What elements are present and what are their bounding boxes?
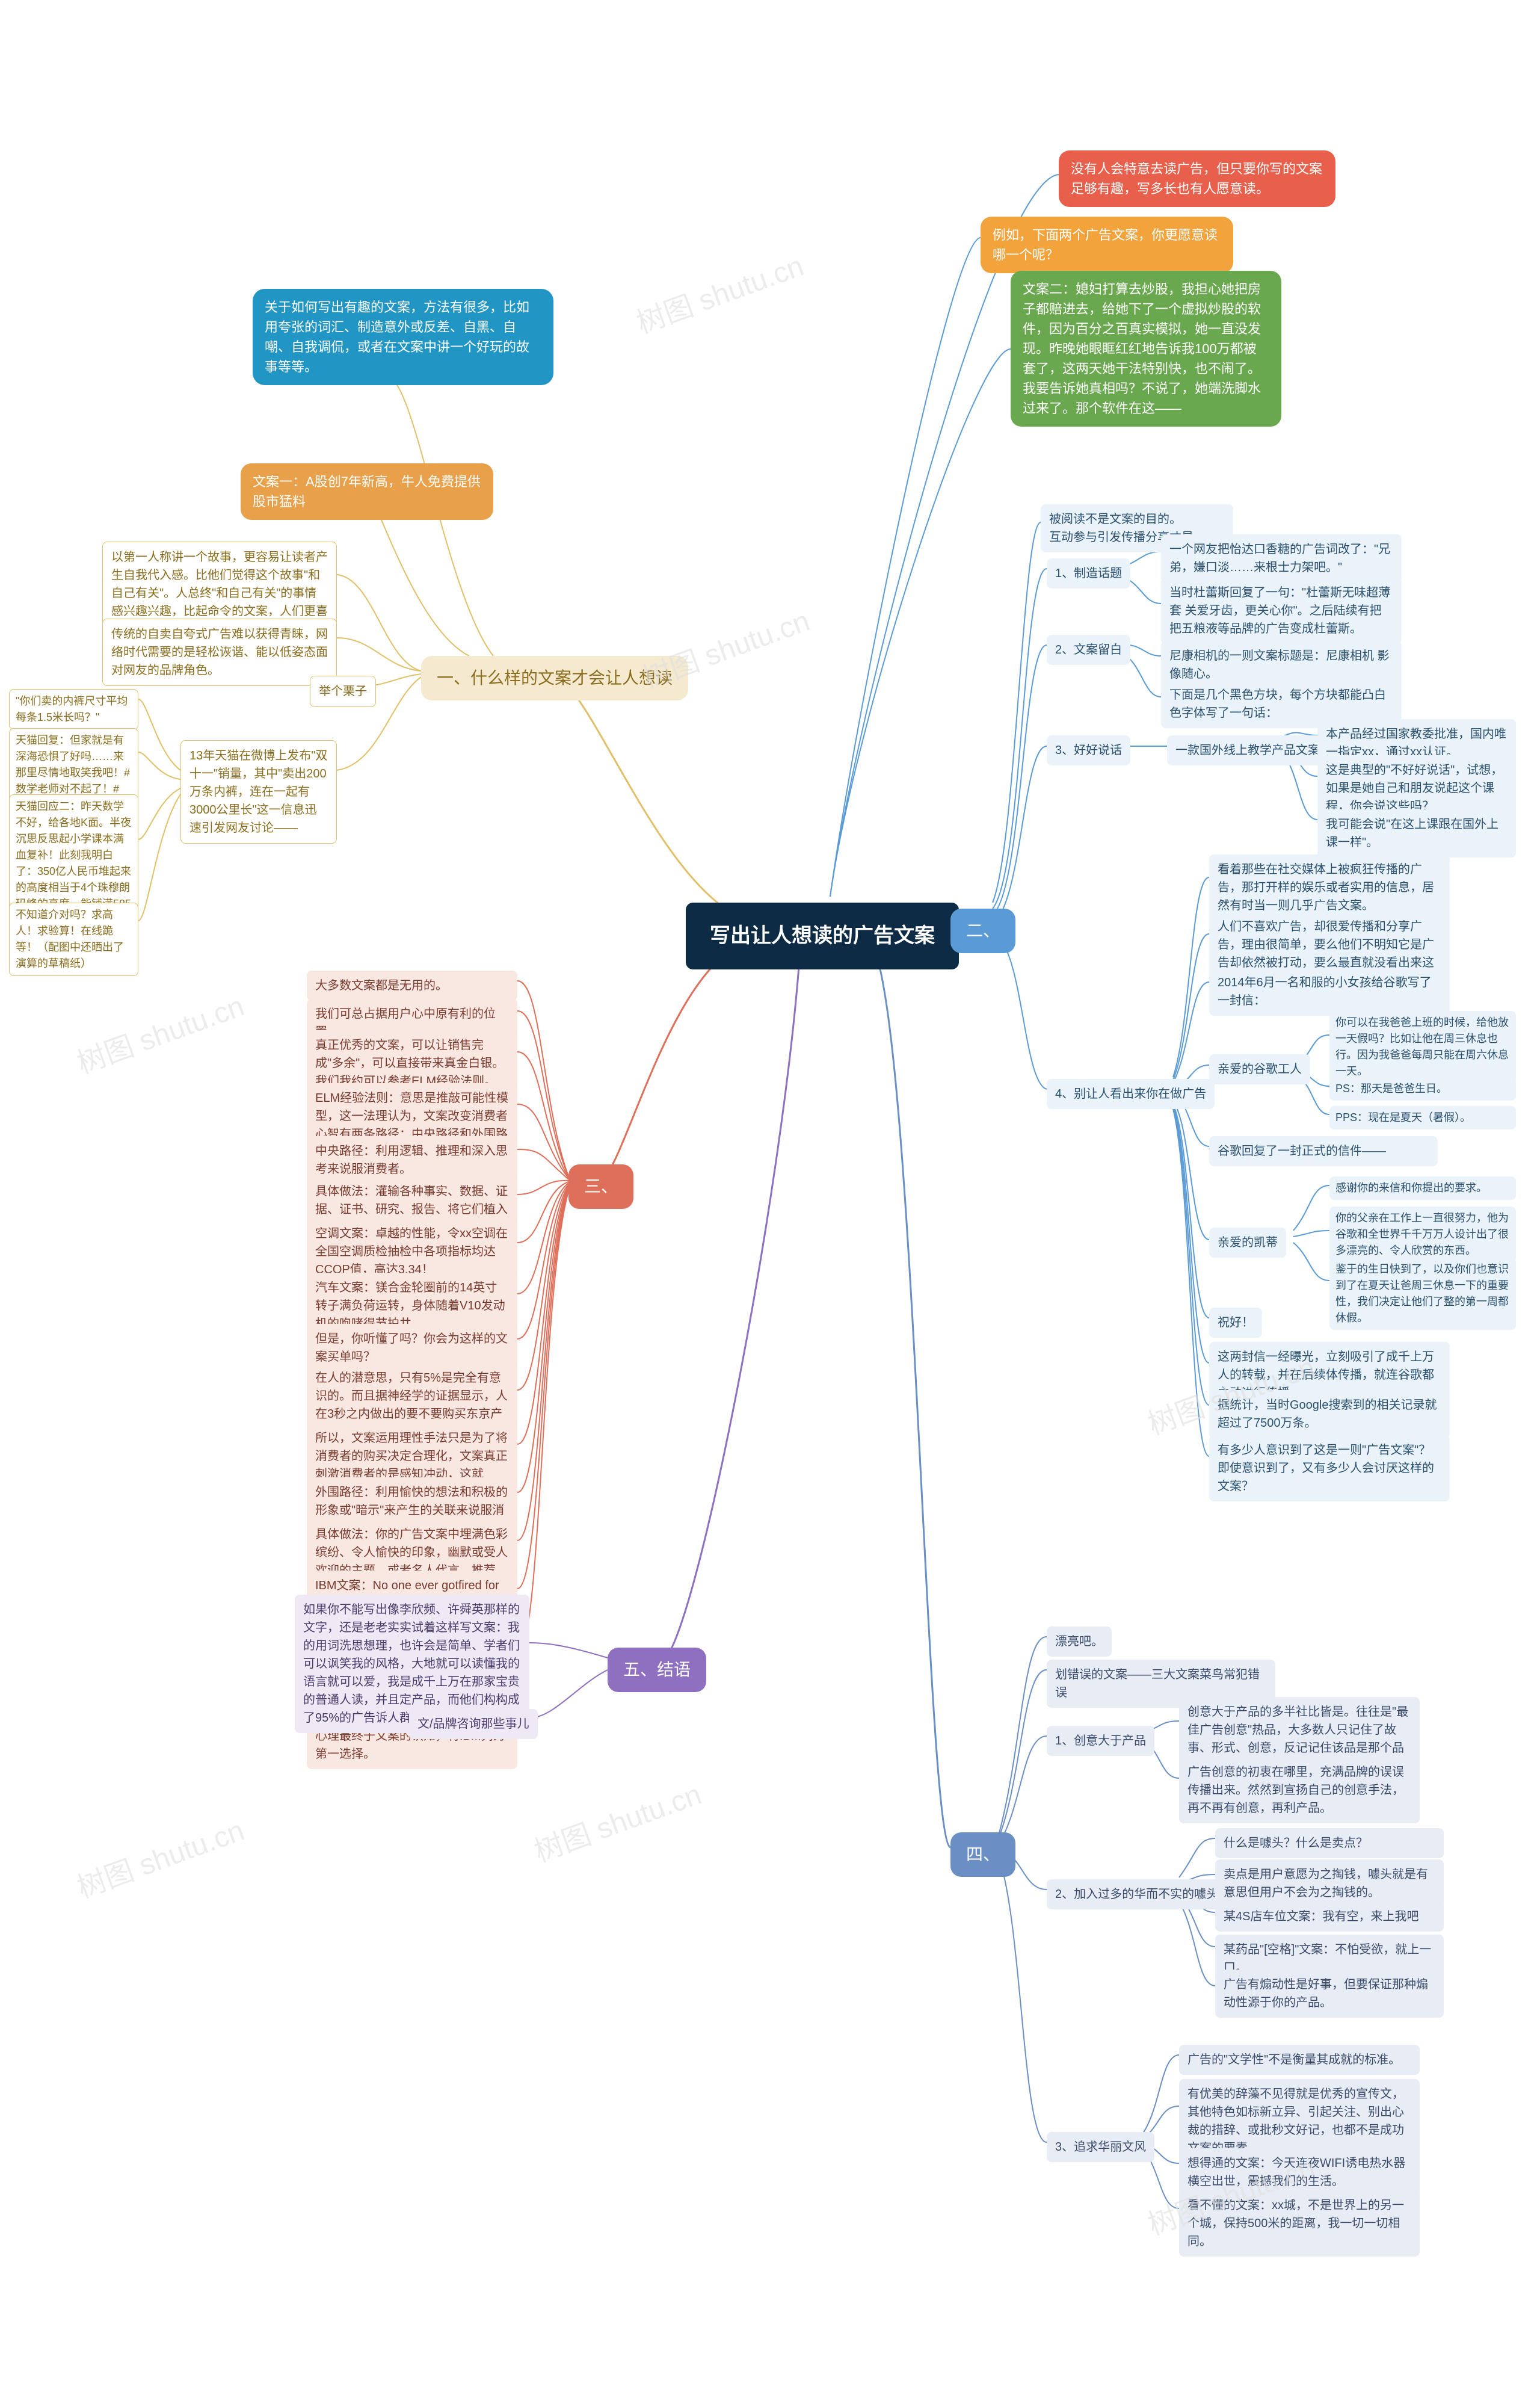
branch2-s4d1y: PS：那天是爸爸生日。 [1329, 1077, 1516, 1101]
branch2-s4d3z: 鉴于的生日快到了，以及你们也意识到了在夏天让爸周三休息一下的重要性，我们决定让他… [1329, 1258, 1516, 1330]
branch1-n2: 传统的自卖自夸式广告难以获得青睐，网络时代需要的是轻松诙谐、能以低姿态面对网友的… [102, 619, 337, 686]
b4-s2e: 广告有煽动性是好事，但要保证那种煽动性源于你的产品。 [1215, 1970, 1444, 2018]
b4-s2b: 卖点是用户意愿为之掏钱，噱头就是有意思但用户不会为之掏钱的。 [1215, 1859, 1444, 1908]
branch2-top2: 例如，下面两个广告文案，你更愿意读哪一个呢？ [981, 217, 1233, 273]
b4-s3d: 看不懂的文案：xx城，不是世界上的另一个城，保持500米的距离，我一切一切相同。 [1179, 2190, 1420, 2257]
branch2-s4d1: 亲爱的谷歌工人 [1209, 1054, 1310, 1084]
branch2-s4d2: 谷歌回复了一封正式的信件—— [1209, 1136, 1438, 1166]
watermark: 树图 shutu.cn [70, 1806, 249, 1906]
branch2-s4c: 2014年6月一名和服的小女孩给谷歌写了一封信： [1209, 968, 1450, 1016]
branch2-s3c: 我可能会说"在这上课跟在国外上课一样"。 [1317, 809, 1516, 857]
b4-s2a: 什么是噱头？什么是卖点？ [1215, 1828, 1444, 1858]
branch2-s1: 1、制造话题 [1047, 558, 1130, 589]
branch1-n3: 举个栗子 [310, 676, 376, 707]
watermark: 树图 shutu.cn [630, 242, 808, 341]
branch1-n4: 13年天猫在微博上发布"双十一"销量，其中"卖出200万条内裤，连在一起有300… [180, 740, 337, 844]
branch2-s4a: 看着那些在社交媒体上被疯狂传播的广告，那打开样的娱乐或者实用的信息，居然有时当一… [1209, 854, 1450, 921]
branch2: 二、 [950, 909, 1015, 953]
b5-b: 文/品牌咨询那些事儿 [409, 1709, 538, 1739]
branch1-q1: "你们卖的内裤尺寸平均每条1.5米长吗？" [9, 689, 138, 730]
branch3: 三、 [568, 1164, 633, 1209]
branch2-s1a: 一个网友把怡达口香糖的广告词改了："兄弟，嫌口淡……来根士力架吧。" [1161, 534, 1402, 582]
branch2-s1b: 当时杜蕾斯回复了一句："杜蕾斯无味超薄套 关爱牙齿，更关心你"。之后陆续有把把五… [1161, 578, 1402, 644]
branch2-s4g: 有多少人意识到了这是一则"广告文案"？即使意识到了，又有多少人会讨厌这样的文案？ [1209, 1435, 1450, 1501]
b4-s2c: 某4S店车位文案：我有空，来上我吧 [1215, 1902, 1444, 1932]
branch2-s3: 3、好好说话 [1047, 735, 1130, 765]
branch2-s2: 2、文案留白 [1047, 635, 1130, 665]
branch2-s4d1z: PPS：现在是夏天（暑假）。 [1329, 1106, 1516, 1129]
branch1-q4: 不知道介对吗？求高人！求验算！在线跪等！（配图中还晒出了演算的草稿纸） [9, 903, 138, 976]
branch2-s4d3y: 你的父亲在工作上一直很努力，他为谷歌和全世界千千万万人设计出了很多漂亮的、令人欣… [1329, 1207, 1516, 1262]
branch2-s4d3: 亲爱的凯蒂 [1209, 1228, 1286, 1258]
branch2-s4d1x: 你可以在我爸爸上班的时候，给他放一天假吗？比如让他在周三休息也行。因为我爸爸每周… [1329, 1011, 1516, 1083]
connector-lines [0, 0, 1540, 2404]
b4-s1b: 广告创意的初衷在哪里，充满品牌的误误传播出来。然然到宣扬自己的创意手法，再不再有… [1179, 1757, 1420, 1823]
b4-s1: 1、创意大于产品 [1047, 1726, 1154, 1756]
branch2-s4f: 据统计，当时Google搜索到的相关记录就超过了7500万条。 [1209, 1390, 1450, 1438]
branch1-q2: 天猫回复：但家就是有深海恐惧了好吗……来那里尽情地取笑我吧！#数学老师对不起了！… [9, 728, 138, 802]
mindmap-canvas: 写出让人想读的广告文案 一、什么样的文案才会让人想读 关于如何写出有趣的文案，方… [0, 0, 1540, 2404]
center-topic: 写出让人想读的广告文案 [686, 903, 959, 969]
branch2-s4d3x: 感谢你的来信和你提出的要求。 [1329, 1176, 1516, 1200]
watermark: 树图 shutu.cn [528, 1770, 706, 1870]
b4-t1: 漂亮吧。 [1047, 1627, 1112, 1657]
branch2-s4d4: 祝好！ [1209, 1308, 1262, 1338]
branch1: 一、什么样的文案才会让人想读 [421, 656, 688, 700]
b3-0: 大多数文案都是无用的。 [307, 971, 517, 1001]
b4-s2: 2、加入过多的华而不实的噱头 [1047, 1879, 1227, 1909]
branch5: 五、结语 [608, 1648, 706, 1692]
branch2-s3pre: 一款国外线上教学产品文案： [1167, 735, 1340, 765]
branch4: 四、 [950, 1832, 1015, 1877]
branch2-s4: 4、别让人看出来你在做广告 [1047, 1079, 1215, 1109]
b4-s3c: 想得通的文案：今天连夜WIFI诱电热水器横空出世，震撼我们的生活。 [1179, 2148, 1420, 2196]
b4-s3a: 广告的"文学性"不是衡量其成就的标准。 [1179, 2045, 1420, 2075]
branch2-top1: 没有人会特意去读广告，但只要你写的文案足够有趣，写多长也有人愿意读。 [1059, 150, 1335, 207]
branch2-top3: 文案二：媳妇打算去炒股，我担心她把房子都赔进去，给她下了一个虚拟炒股的软件，因为… [1011, 271, 1281, 427]
branch1-ex-title: 文案一：A股创7年新高，牛人免费提供股市猛料 [241, 463, 493, 520]
b4-s3: 3、追求华丽文风 [1047, 2132, 1154, 2162]
branch1-intro: 关于如何写出有趣的文案，方法有很多，比如用夸张的词汇、制造意外或反差、自黑、自嘲… [253, 289, 553, 385]
watermark: 树图 shutu.cn [70, 982, 249, 1081]
